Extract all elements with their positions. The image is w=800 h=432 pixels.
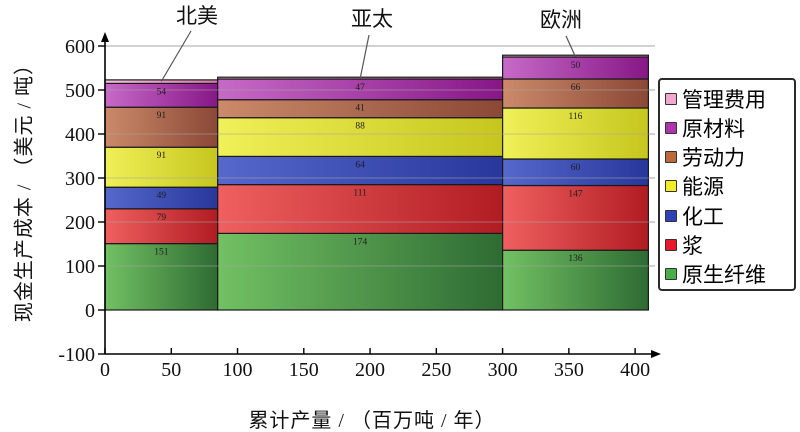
x-tick-label: 250 <box>421 359 451 381</box>
legend-label: 能源 <box>682 175 724 200</box>
bar-segment <box>217 117 504 157</box>
y-axis-arrow-icon <box>101 32 109 42</box>
legend-item: 管理费用 <box>665 85 794 113</box>
y-tick-label: 100 <box>65 256 95 278</box>
leader-line <box>359 34 370 79</box>
legend-item: 劳动力 <box>665 143 794 171</box>
segment-label: 47 <box>355 83 365 93</box>
legend-label: 原材料 <box>682 116 745 141</box>
x-tick-label: 50 <box>161 359 181 381</box>
legend-swatch-admin-cost-icon <box>665 92 677 105</box>
y-tick-label: 200 <box>65 212 95 234</box>
segment-label: 136 <box>568 254 583 264</box>
legend-swatch-pulp-icon <box>665 239 677 252</box>
legend-item: 能源 <box>665 172 794 200</box>
y-tick-label: 500 <box>65 80 95 102</box>
legend-item: 原生纤维 <box>665 260 794 288</box>
x-tick-label: 200 <box>355 359 385 381</box>
y-tick-label: 0 <box>85 300 95 322</box>
region-label-north-america: 北美 <box>176 4 218 28</box>
bar-segment <box>104 146 219 188</box>
segment-label: 41 <box>355 104 365 114</box>
legend-swatch-labor-icon <box>665 151 677 164</box>
segment-label: 66 <box>571 83 581 93</box>
legend-item: 化工 <box>665 202 794 230</box>
y-tick-label: 600 <box>65 36 95 58</box>
bar-segment <box>217 232 504 311</box>
segment-label: 91 <box>157 151 167 161</box>
x-tick-label: 300 <box>488 359 518 381</box>
legend-item: 原材料 <box>665 114 794 142</box>
x-axis-arrow-icon <box>651 350 661 358</box>
segment-label: 111 <box>353 189 367 199</box>
segment-label: 60 <box>571 163 581 173</box>
segment-label: 79 <box>157 213 167 223</box>
bar-segment <box>502 184 650 251</box>
legend-swatch-raw-material-icon <box>665 121 677 134</box>
segment-label: 174 <box>353 237 368 247</box>
x-tick-label: 150 <box>289 359 319 381</box>
segment-label: 49 <box>157 191 167 201</box>
bar-segment <box>502 78 650 109</box>
segment-label: 91 <box>157 111 167 121</box>
leader-line <box>565 35 577 57</box>
region-label-asia-pacific: 亚太 <box>351 7 393 31</box>
segment-label: 116 <box>569 112 583 122</box>
bar-segment <box>217 155 504 186</box>
legend-label: 管理费用 <box>682 87 766 112</box>
leader-line <box>160 30 192 82</box>
segment-label: 151 <box>154 248 169 258</box>
legend-label: 劳动力 <box>682 146 745 171</box>
legend-label: 化工 <box>682 204 724 229</box>
x-tick-label: 100 <box>223 359 253 381</box>
segment-label: 147 <box>568 190 583 200</box>
legend-label: 浆 <box>682 234 703 259</box>
y-tick-label: 400 <box>65 124 95 146</box>
legend-swatch-virgin-fiber-icon <box>665 268 677 281</box>
x-tick-label: 0 <box>100 359 110 381</box>
region-label-europe: 欧洲 <box>540 8 582 32</box>
legend-swatch-chemicals-icon <box>665 209 677 222</box>
chart-legend: 管理费用 原材料 劳动力 能源 化工 浆 原生纤维 <box>658 78 796 291</box>
x-tick-label: 350 <box>554 359 584 381</box>
legend-item: 浆 <box>665 231 794 259</box>
x-tick-label: 400 <box>620 359 650 381</box>
legend-swatch-energy-icon <box>665 180 677 193</box>
x-axis-title: 累计产量 / （百万吨 / 年） <box>248 410 496 432</box>
legend-label: 原生纤维 <box>682 263 766 288</box>
segment-label: 64 <box>355 160 365 170</box>
y-tick-label: -100 <box>58 344 95 366</box>
bar-segment <box>502 249 650 311</box>
segment-label: 88 <box>355 122 365 132</box>
segment-label: 54 <box>157 87 167 97</box>
y-tick-label: 300 <box>65 168 95 190</box>
segment-label: 50 <box>571 61 581 71</box>
